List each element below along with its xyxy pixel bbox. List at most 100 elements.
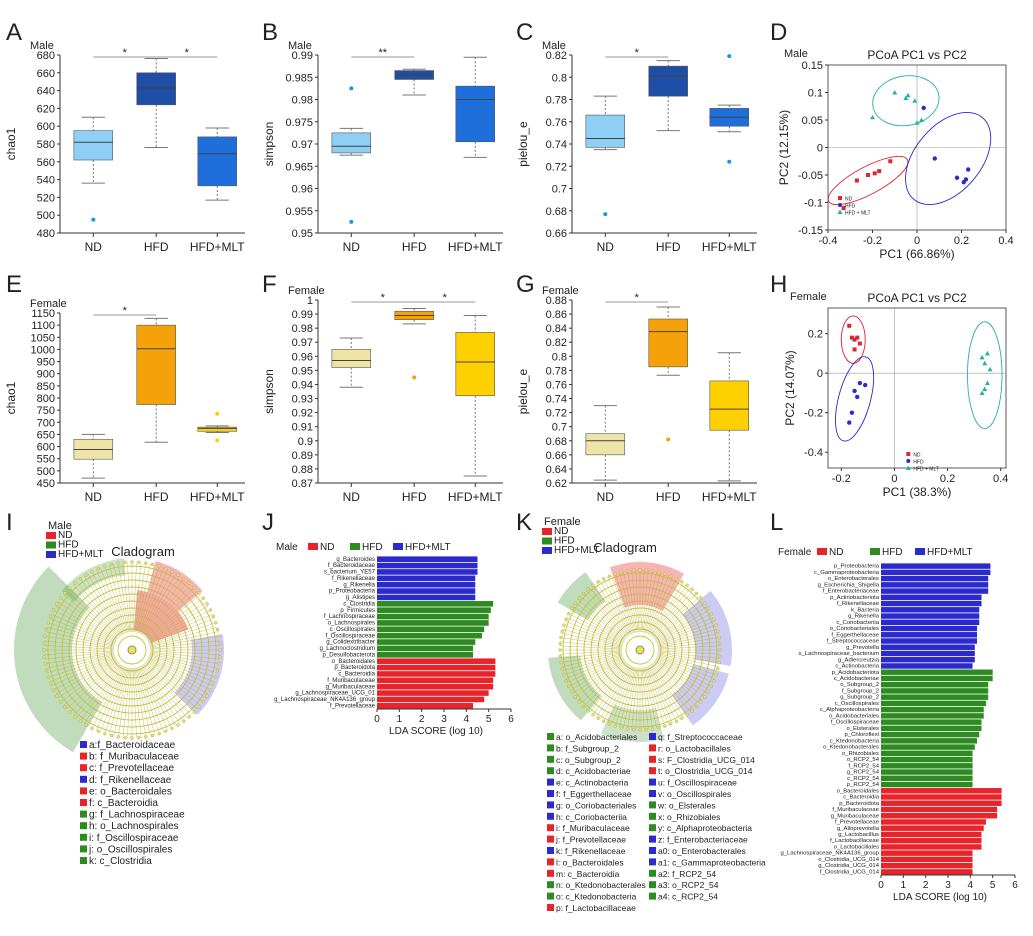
- lda-bar-label: f_Enterobacteriaceae: [823, 589, 880, 595]
- tree-branch: [657, 655, 717, 675]
- lda-bar: [881, 769, 973, 775]
- box-body: [648, 318, 688, 368]
- tree-branch: [139, 569, 168, 634]
- tree-branch: [589, 587, 629, 637]
- tree-leaf: [192, 586, 196, 590]
- tree-branch: [69, 587, 120, 638]
- x-tick-label: HFD+MLT: [190, 240, 245, 254]
- tree-branch: [138, 567, 164, 634]
- key-label: s: F_Clostridia_UCG_014: [658, 755, 755, 765]
- panel-label-I: I: [6, 509, 13, 536]
- tree-leaf: [690, 709, 694, 713]
- legend-label: HFD: [58, 540, 79, 551]
- legend-label: HFD: [913, 460, 924, 466]
- tree-leaf: [96, 729, 100, 733]
- tree-branch: [118, 667, 130, 737]
- lda-bar: [881, 563, 991, 569]
- tree-leaf: [694, 591, 699, 596]
- tree-branch: [655, 606, 708, 641]
- tree-branch: [657, 641, 720, 649]
- lda-bar: [881, 800, 1002, 806]
- tree-branch: [45, 636, 115, 648]
- tree-leaf: [55, 694, 59, 698]
- lda-bar-label: f_Oscillospiraceae: [831, 720, 880, 726]
- lda-bar-label: f_Clostridia_UCG_014: [820, 869, 880, 875]
- key-swatch: [547, 847, 554, 854]
- key-label: j: o_Oscillospirales: [88, 844, 172, 855]
- box-body: [331, 348, 372, 368]
- key-label: w: o_Elsterales: [657, 800, 716, 810]
- key-label: k: f_Rikenellaceae: [556, 846, 626, 856]
- key-swatch: [649, 824, 656, 832]
- lda-bar-label: c_Ktedonobacteria: [830, 738, 880, 744]
- x-tick-label: 0: [374, 714, 380, 725]
- tree-leaf: [90, 569, 94, 574]
- tree-branch: [109, 667, 128, 736]
- lda-bar: [881, 625, 978, 632]
- key-swatch: [80, 775, 87, 783]
- tree-leaf: [201, 700, 205, 704]
- y-tick-label: 0.95: [292, 228, 313, 240]
- tree-branch: [147, 601, 206, 641]
- key-swatch: [547, 755, 554, 763]
- tree-leaf: [218, 648, 222, 652]
- tree-leaf: [192, 710, 196, 714]
- lda-bar-label: p_Bacteroidota: [839, 801, 879, 807]
- tree-branch: [149, 655, 216, 678]
- box-body: [648, 65, 688, 97]
- lda-bar: [377, 664, 496, 671]
- sex-label: Female: [542, 285, 579, 297]
- lda-bar: [881, 681, 989, 688]
- y-tick-label: 0.8: [552, 72, 567, 84]
- tree-branch: [142, 664, 184, 722]
- tree-branch: [649, 582, 684, 635]
- tree-leaf: [573, 695, 577, 699]
- lda-bar-label: g_Escherichia_Shigella: [818, 582, 880, 588]
- lda-bar-label: p_RCP2_54: [847, 782, 880, 788]
- x-tick-label: -0.4: [819, 235, 838, 247]
- outlier-point: [727, 159, 732, 164]
- tree-branch: [563, 625, 623, 645]
- tree-branch: [55, 605, 117, 642]
- tree-leaf: [130, 736, 134, 740]
- y-axis-label: simpson: [262, 369, 276, 414]
- tree-branch: [560, 650, 623, 655]
- lda-bar: [881, 763, 973, 769]
- tree-leaf: [718, 654, 722, 658]
- lda-L: p_Proteobacteriac_Gammaproteobacteriao_E…: [778, 547, 1018, 903]
- lda-bar: [377, 645, 474, 652]
- tree-leaf: [591, 713, 595, 717]
- tree-branch: [72, 663, 121, 716]
- lda-bar-label: g_Alistipes: [346, 595, 375, 601]
- lda-bar: [377, 613, 489, 620]
- tree-branch: [83, 665, 123, 724]
- tree-branch: [127, 667, 132, 738]
- y-tick-label: 0: [817, 368, 823, 380]
- lda-bar: [881, 725, 982, 732]
- tree-branch: [651, 663, 694, 710]
- tree-leaf: [68, 710, 72, 714]
- tree-leaf: [109, 733, 114, 738]
- legend-label: ND: [845, 197, 853, 203]
- x-tick-label: 1: [901, 880, 907, 891]
- lda-bar: [881, 813, 998, 819]
- ellipse-HFD: [835, 356, 875, 442]
- tree-leaf: [109, 562, 114, 567]
- lda-bar-label: g_Clostridia_UCG_014: [818, 863, 879, 869]
- tree-branch: [136, 564, 155, 633]
- tree-branch: [137, 566, 160, 633]
- key-label: f: f_Eggerthellaceae: [556, 789, 632, 799]
- lda-bar: [881, 669, 993, 675]
- cladogram-title: Cladogram: [593, 540, 657, 555]
- tree-branch: [655, 609, 710, 642]
- lda-bar-label: c_Oscillospirales: [835, 701, 879, 707]
- tree-branch: [63, 594, 119, 639]
- sex-label: Female: [288, 285, 325, 297]
- lda-bar: [881, 744, 975, 750]
- point-MLT: [914, 120, 920, 125]
- y-tick-label: 700: [37, 417, 55, 429]
- y-tick-label: 850: [37, 381, 55, 393]
- sig-label: *: [635, 47, 640, 59]
- y-tick-label: 0.95: [292, 365, 313, 377]
- box-MLT: [455, 314, 495, 477]
